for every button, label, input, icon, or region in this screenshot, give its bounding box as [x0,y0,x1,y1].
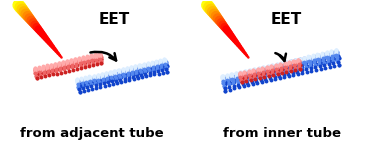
Text: from adjacent tube: from adjacent tube [20,127,163,140]
Text: from inner tube: from inner tube [223,127,341,140]
Text: EET: EET [98,12,130,27]
Text: EET: EET [270,12,301,27]
